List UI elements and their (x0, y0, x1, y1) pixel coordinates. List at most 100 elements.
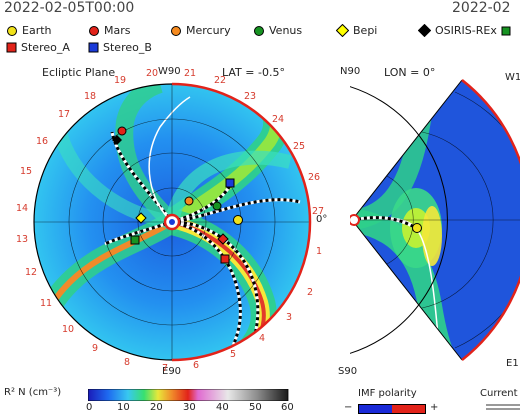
field-line-dash (171, 198, 301, 224)
field-line-dash (110, 131, 174, 223)
stereo-a-marker-icon (6, 42, 17, 53)
clock-number: 16 (36, 136, 48, 147)
clock-number: 3 (286, 312, 292, 323)
osiris-rex-marker-icon (418, 24, 431, 37)
earth-marker-icon (7, 25, 17, 36)
colorbar-tick: 60 (281, 402, 294, 413)
legend-label: Stereo_A (21, 41, 70, 54)
field-line-dash (171, 220, 242, 358)
legend-label: OSIRIS-REx (435, 24, 497, 37)
imf-negative-swatch (359, 405, 392, 413)
clock-number: 23 (244, 91, 256, 102)
colorbar-tick: 40 (216, 402, 229, 413)
clock-number: 24 (272, 114, 284, 125)
colorbar-tick: 20 (150, 402, 163, 413)
earth-marker (412, 223, 422, 233)
clock-number: 5 (230, 349, 236, 360)
density-stream (53, 130, 174, 229)
clock-number: 12 (25, 267, 37, 278)
density-stream (165, 150, 292, 224)
timestamp: 2022-02-05T00:00 (4, 0, 135, 16)
legend-stereo-a: Stereo_A (6, 41, 70, 54)
ecliptic-plot: 1 2 3 4 5 6 7 8 9 10 11 12 13 14 15 16 1… (16, 68, 324, 374)
e90-label: E90 (162, 366, 182, 377)
legend-label: Stereo_B (103, 41, 152, 54)
current-sheet (148, 96, 191, 223)
disc-border-left (33, 83, 173, 361)
mars-marker-icon (89, 25, 99, 36)
legend-label: Mars (104, 24, 131, 37)
legend-mercury: Mercury (170, 24, 231, 37)
clock-number: 7 (162, 363, 168, 374)
clock-number: 18 (84, 91, 96, 102)
colorbar-tick: 50 (249, 402, 262, 413)
s90-label: S90 (338, 366, 358, 377)
clock-number: 25 (293, 141, 305, 152)
clock-number: 10 (62, 324, 74, 335)
colorbar-gradient (88, 389, 289, 401)
venus-marker (212, 201, 222, 211)
ecliptic-title: Ecliptic Plane (42, 66, 116, 79)
e1-label: E1 (506, 358, 519, 369)
colorbar (88, 389, 289, 401)
bepi-marker (135, 212, 147, 224)
imf-plus: + (430, 402, 439, 413)
lon-label: LON = 0° (384, 66, 436, 79)
legend-mars: Mars (88, 24, 131, 37)
disc-border-right (171, 82, 312, 362)
stereo-b-marker (225, 178, 235, 188)
polar-grid (352, 91, 520, 349)
clock-number: 13 (16, 234, 28, 245)
meridional-outer-arc (350, 86, 448, 354)
legend-venus: Venus (253, 24, 302, 37)
legend-stereo-b: Stereo_B (88, 41, 152, 54)
osiris-rex-marker (112, 135, 122, 145)
mercury-marker-icon (171, 25, 181, 36)
bepi-marker-icon (336, 24, 349, 37)
clock-number: 17 (58, 109, 70, 120)
legend-osiris-rex: OSIRIS-REx (418, 24, 511, 37)
field-line-dash (171, 181, 234, 224)
sun-core (169, 219, 175, 225)
stereo-a-marker (220, 254, 230, 264)
w90-label: W90 (158, 66, 181, 77)
colorbar-tick: 10 (117, 402, 130, 413)
legend-label: Earth (22, 24, 52, 37)
clock-number: 11 (40, 298, 52, 309)
legend-label: Mercury (186, 24, 231, 37)
timestamp-right: 2022-02 (452, 0, 511, 16)
clock-number: 27 (312, 206, 324, 217)
wedge-border (461, 79, 520, 361)
clock-number: 4 (259, 333, 265, 344)
clock-number: 8 (124, 357, 130, 368)
mercury-marker (184, 196, 194, 206)
clock-number: 20 (146, 68, 158, 79)
density-blob-peak (422, 206, 442, 266)
zero-deg-label: 0° (316, 214, 328, 225)
imf-minus: − (344, 402, 353, 413)
clock-number: 19 (114, 75, 126, 86)
clock-number: 2 (307, 287, 313, 298)
field-line-dash (104, 220, 173, 246)
extra-marker-icon (501, 26, 511, 35)
wedge-edge (351, 79, 463, 221)
n90-label: N90 (340, 66, 361, 77)
legend-label: Bepi (353, 24, 378, 37)
rotation-numbers: 1 2 3 4 5 6 7 8 9 10 11 12 13 14 15 16 1… (16, 68, 324, 374)
venus-marker-icon (254, 25, 264, 36)
colorbar-title: R² N (cm⁻³) (4, 387, 62, 398)
clock-number: 21 (184, 68, 196, 79)
imf-positive-swatch (392, 405, 425, 413)
legend-bepi: Bepi (336, 24, 377, 37)
imf-title: IMF polarity (358, 388, 417, 399)
current-title: Current (480, 388, 518, 399)
meridional-plot (350, 79, 520, 361)
clock-number: 1 (316, 246, 322, 257)
clock-number: 22 (214, 75, 226, 86)
sun-marker (350, 214, 360, 226)
colorbar-tick: 0 (86, 402, 93, 413)
clock-number: 9 (92, 343, 98, 354)
stereo-b-marker-icon (88, 42, 99, 53)
legend-label: Venus (269, 24, 303, 37)
red-diamond-marker (217, 233, 229, 245)
